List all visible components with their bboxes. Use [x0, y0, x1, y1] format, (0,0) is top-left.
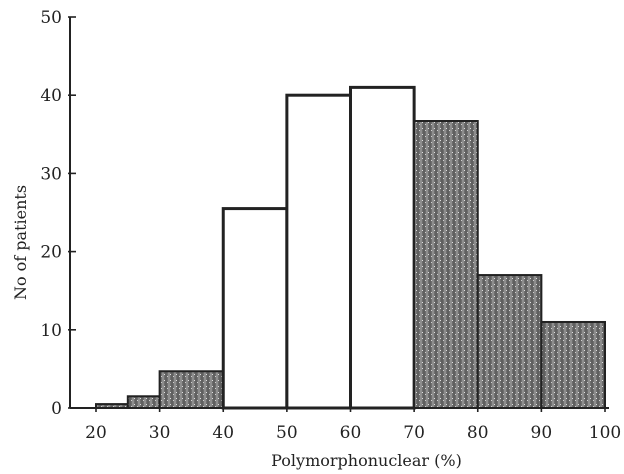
x-tick-label: 20 [85, 423, 107, 443]
x-tick-label: 80 [467, 423, 489, 443]
y-tick-label: 10 [40, 321, 62, 341]
histogram-bar-50-60 [285, 93, 352, 410]
histogram-bar-30-40 [158, 370, 225, 410]
y-tick-label: 0 [51, 399, 62, 419]
histogram-bar-80-90 [476, 274, 543, 409]
y-tick-label: 30 [40, 164, 62, 184]
histogram-bar-40-50 [221, 207, 289, 410]
x-tick-label: 30 [149, 423, 171, 443]
x-ticks-group: 20 30 40 50 60 70 80 90 100 [85, 404, 621, 443]
y-ticks-group: 0 10 20 30 40 50 [40, 8, 76, 419]
x-axis-title: Polymorphonuclear (%) [271, 451, 462, 470]
histogram-bar-25-30 [126, 395, 161, 409]
x-tick-label: 50 [276, 423, 298, 443]
x-tick-label: 100 [589, 423, 621, 443]
x-tick-label: 90 [531, 423, 553, 443]
histogram-bar-90-100 [540, 320, 606, 410]
y-tick-label: 20 [40, 243, 62, 263]
histogram-bar-70-80 [413, 120, 479, 409]
y-tick-label: 50 [40, 8, 62, 28]
histogram-bar-60-70 [349, 85, 416, 410]
x-tick-label: 70 [403, 423, 425, 443]
y-tick-label: 40 [40, 86, 62, 106]
y-axis-title: No of patients [11, 185, 30, 300]
bars-group [95, 85, 606, 410]
x-tick-label: 60 [340, 423, 362, 443]
x-tick-label: 40 [212, 423, 234, 443]
